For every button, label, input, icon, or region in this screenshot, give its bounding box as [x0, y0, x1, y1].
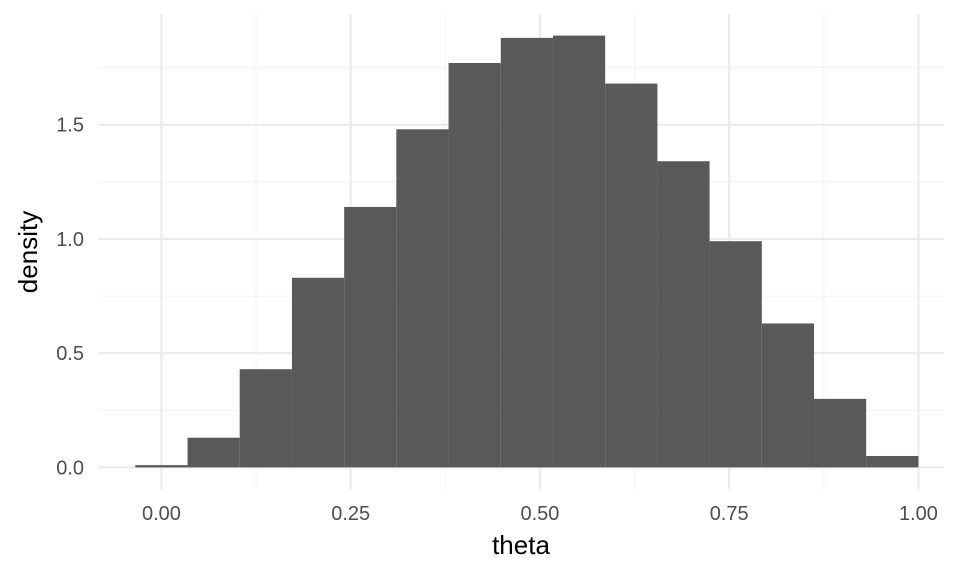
y-tick-label: 1.0 — [56, 229, 84, 251]
histogram-bar-2 — [239, 369, 292, 468]
histogram-bar-14 — [866, 455, 919, 468]
histogram-bar-13 — [814, 398, 867, 468]
bars-layer — [135, 35, 919, 468]
histogram-bar-0 — [135, 465, 188, 468]
x-tick-label: 0.50 — [520, 503, 559, 525]
y-tick-label: 1.5 — [56, 115, 84, 137]
x-tick-label: 0.00 — [142, 503, 181, 525]
y-tick-label: 0.0 — [56, 457, 84, 479]
histogram-bar-3 — [291, 277, 345, 468]
histogram-bar-9 — [605, 83, 658, 468]
x-axis-title: theta — [492, 530, 550, 560]
histogram-bar-7 — [500, 37, 553, 468]
histogram-bar-10 — [657, 161, 710, 468]
y-tick-label: 0.5 — [56, 343, 84, 365]
histogram-bar-4 — [344, 206, 397, 468]
x-tick-label: 1.00 — [899, 503, 938, 525]
histogram-bar-8 — [552, 35, 606, 468]
x-tick-label: 0.25 — [331, 503, 370, 525]
x-tick-labels: 0.00 0.25 0.50 0.75 1.00 — [142, 503, 938, 525]
histogram-bar-12 — [761, 323, 815, 468]
histogram-bar-1 — [187, 437, 240, 468]
y-axis-title: density — [13, 211, 43, 293]
histogram-bar-5 — [396, 129, 449, 468]
histogram-bar-6 — [448, 63, 501, 468]
x-tick-label: 0.75 — [710, 503, 749, 525]
y-tick-labels: 0.0 0.5 1.0 1.5 — [56, 115, 84, 480]
histogram-bar-11 — [709, 241, 762, 468]
